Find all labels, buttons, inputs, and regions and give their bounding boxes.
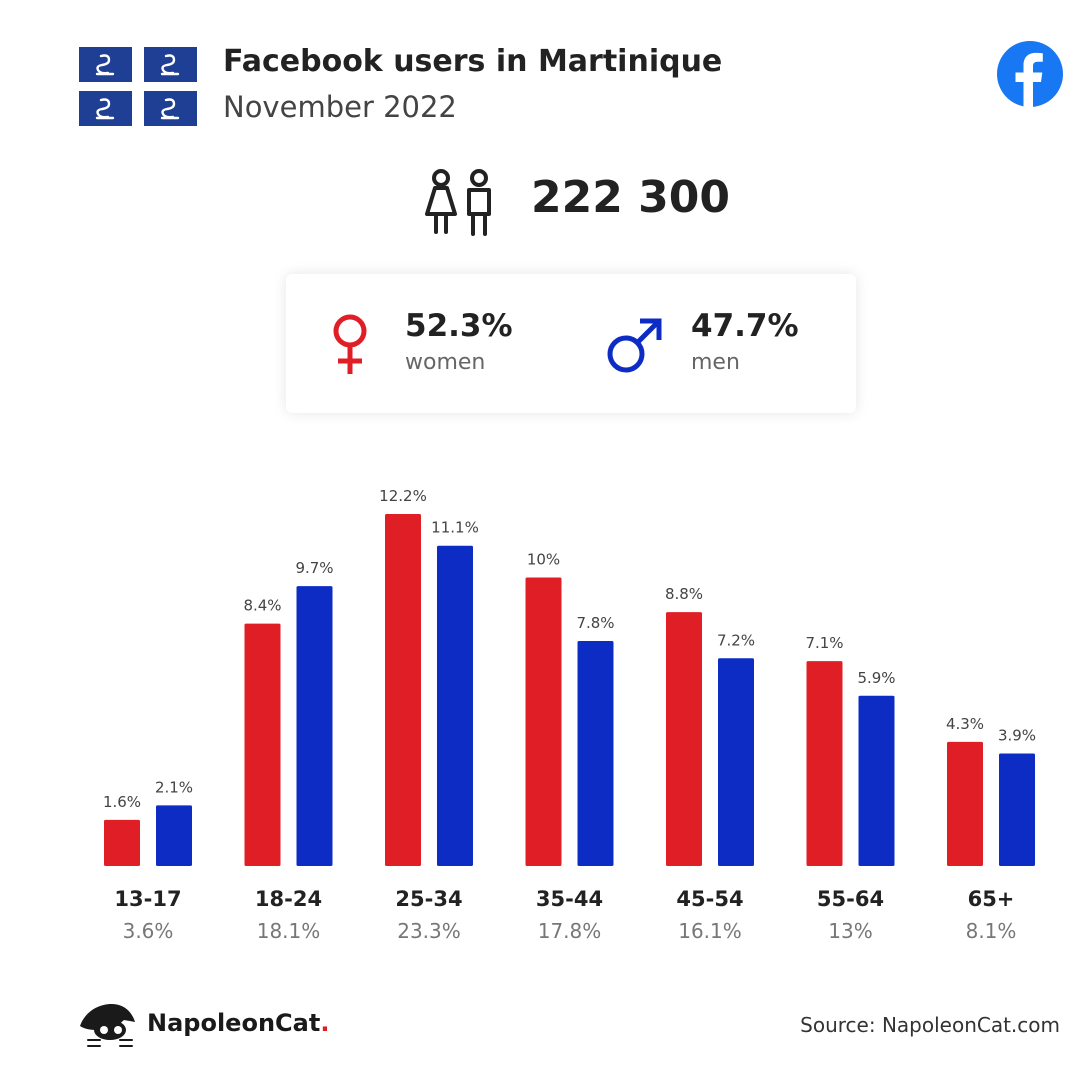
users-total: 222 300 bbox=[531, 172, 731, 223]
women-bar-65+ bbox=[947, 741, 983, 866]
men-bar-65+ bbox=[999, 753, 1035, 866]
age-group-45-54: 8.8% 7.2% 45-54 16.1% bbox=[665, 585, 755, 943]
men-bar-25-34 bbox=[437, 545, 473, 866]
category-label-18-24: 18-24 bbox=[255, 887, 322, 911]
category-total-65+: 8.1% bbox=[966, 919, 1017, 943]
napoleoncat-brand[interactable]: NapoleonCat. bbox=[147, 1009, 329, 1037]
women-bar-18-24 bbox=[244, 623, 281, 866]
men-bar-35-44 bbox=[577, 640, 614, 866]
women-value-label-55-64: 7.1% bbox=[805, 634, 843, 652]
brand-dot: . bbox=[320, 1009, 330, 1037]
users-icon bbox=[425, 169, 491, 236]
men-bar-13-17 bbox=[156, 805, 192, 866]
napoleoncat-logo-icon bbox=[80, 1004, 135, 1047]
category-total-55-64: 13% bbox=[828, 919, 872, 943]
women-value-label-13-17: 1.6% bbox=[103, 793, 141, 811]
age-group-55-64: 7.1% 5.9% 55-64 13% bbox=[805, 634, 895, 943]
women-value-label-35-44: 10% bbox=[527, 550, 560, 568]
female-symbol-icon bbox=[333, 314, 367, 374]
women-bar-25-34 bbox=[385, 514, 421, 866]
page-title: Facebook users in Martinique bbox=[223, 44, 723, 79]
age-group-35-44: 10% 7.8% 35-44 17.8% bbox=[525, 550, 615, 943]
page-subtitle: November 2022 bbox=[223, 90, 457, 124]
category-label-45-54: 45-54 bbox=[676, 887, 743, 911]
women-bar-55-64 bbox=[806, 661, 843, 866]
category-label-65+: 65+ bbox=[968, 887, 1015, 911]
category-total-18-24: 18.1% bbox=[257, 919, 321, 943]
men-value-label-18-24: 9.7% bbox=[295, 559, 333, 577]
category-label-55-64: 55-64 bbox=[817, 887, 884, 911]
category-total-25-34: 23.3% bbox=[397, 919, 461, 943]
men-bar-45-54 bbox=[718, 658, 754, 866]
category-label-35-44: 35-44 bbox=[536, 887, 603, 911]
women-label: women bbox=[405, 350, 486, 375]
gender-card: 52.3% women 47.7% men bbox=[286, 274, 856, 413]
women-bar-35-44 bbox=[525, 577, 562, 866]
age-group-65+: 4.3% 3.9% 65+ 8.1% bbox=[946, 715, 1036, 943]
category-total-45-54: 16.1% bbox=[678, 919, 742, 943]
men-bar-55-64 bbox=[858, 695, 895, 866]
men-label: men bbox=[691, 350, 740, 375]
men-bar-18-24 bbox=[296, 586, 333, 866]
age-group-13-17: 1.6% 2.1% 13-17 3.6% bbox=[103, 778, 193, 943]
age-gender-bar-chart: 1.6% 2.1% 13-17 3.6% 8.4% 9.7% 18-24 18.1% 12.2%… bbox=[103, 487, 1036, 943]
men-value-label-65+: 3.9% bbox=[998, 726, 1036, 744]
category-total-35-44: 17.8% bbox=[538, 919, 602, 943]
brand-name: NapoleonCat bbox=[147, 1009, 321, 1037]
age-group-18-24: 8.4% 9.7% 18-24 18.1% bbox=[243, 559, 333, 943]
age-group-25-34: 12.2%11.1% 25-34 23.3% bbox=[379, 487, 479, 943]
women-value-label-18-24: 8.4% bbox=[243, 597, 281, 615]
category-label-25-34: 25-34 bbox=[395, 887, 462, 911]
women-value-label-65+: 4.3% bbox=[946, 715, 984, 733]
women-percentage: 52.3% bbox=[405, 308, 513, 344]
facebook-logo-icon bbox=[997, 41, 1063, 107]
men-value-label-35-44: 7.8% bbox=[576, 614, 614, 632]
category-total-13-17: 3.6% bbox=[123, 919, 174, 943]
men-value-label-25-34: 11.1% bbox=[431, 519, 479, 537]
male-symbol-icon bbox=[607, 318, 662, 373]
women-bar-13-17 bbox=[104, 819, 140, 866]
martinique-flag-icon bbox=[79, 47, 197, 126]
category-label-13-17: 13-17 bbox=[114, 887, 181, 911]
women-value-label-25-34: 12.2% bbox=[379, 487, 427, 505]
men-percentage: 47.7% bbox=[691, 308, 799, 344]
men-value-label-55-64: 5.9% bbox=[857, 669, 895, 687]
source-credit: Source: NapoleonCat.com bbox=[800, 1013, 1060, 1037]
women-bar-45-54 bbox=[666, 612, 702, 866]
women-value-label-45-54: 8.8% bbox=[665, 585, 703, 603]
men-value-label-45-54: 7.2% bbox=[717, 631, 755, 649]
men-value-label-13-17: 2.1% bbox=[155, 778, 193, 796]
